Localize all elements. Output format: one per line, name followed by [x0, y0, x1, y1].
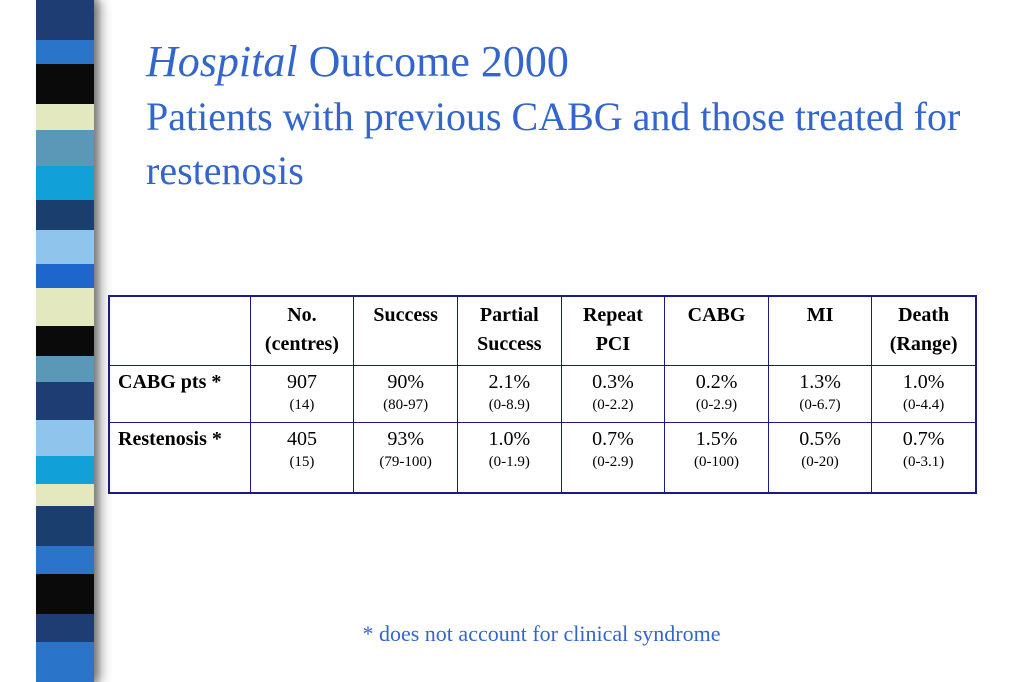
stripe-band	[36, 484, 94, 506]
stripe-band	[36, 200, 94, 230]
footnote: * does not account for clinical syndrome	[362, 621, 721, 646]
header-line1: Death	[898, 304, 950, 326]
row-label: Restenosis *	[108, 422, 251, 493]
table-row-cabg-pts: CABG pts * 907 (14) 90% (80-97) 2.1% (0-8.9…	[108, 365, 977, 423]
stripe-band	[36, 0, 94, 40]
slide-title: Hospital Outcome 2000 Patients with prev…	[146, 36, 1006, 198]
cell-success: 90% (80-97)	[353, 365, 458, 423]
header-line1: Success	[373, 304, 438, 326]
stripe-band	[36, 420, 94, 456]
cell-death: 0.7% (0-3.1)	[871, 422, 977, 493]
cell-value: 0.7%	[592, 428, 634, 450]
stripe-band	[36, 166, 94, 200]
title-rest: Outcome 2000	[297, 37, 569, 86]
stripe-shadow	[94, 0, 102, 682]
stripe-band	[36, 230, 94, 264]
stripe-band	[36, 288, 94, 326]
stripe-band	[36, 456, 94, 484]
cell-range: (0-2.9)	[592, 454, 634, 470]
cell-range: (14)	[289, 397, 315, 413]
header-cell-no-centres: No. (centres)	[249, 295, 355, 366]
cell-value: 907	[286, 371, 317, 393]
cell-no-centres: 907 (14)	[249, 365, 355, 423]
stripe-band	[36, 40, 94, 64]
stripe-band	[36, 614, 94, 642]
table-header-row: No. (centres) Success Partial Success Repe…	[108, 295, 977, 366]
cell-range: (0-8.9)	[488, 397, 530, 413]
cell-value: 0.5%	[799, 428, 841, 450]
header-line2: (Range)	[889, 333, 958, 355]
cell-range: (0-2.2)	[592, 397, 634, 413]
header-cell-blank	[108, 295, 251, 366]
cell-value: 1.0%	[902, 371, 945, 393]
header-cell-cabg: CABG	[664, 295, 769, 366]
cell-value: 90%	[387, 371, 424, 393]
header-line1: CABG	[687, 304, 746, 326]
cell-value: 1.3%	[799, 371, 841, 393]
cell-range: (0-100)	[694, 454, 740, 470]
cell-range: (80-97)	[383, 397, 429, 413]
cell-range: (0-20)	[801, 454, 839, 470]
header-line1: No.	[287, 304, 317, 326]
slide-subtitle: Patients with previous CABG and those tr…	[146, 94, 961, 193]
header-line1: Partial	[479, 304, 539, 326]
stripe-band	[36, 574, 94, 614]
header-cell-success: Success	[353, 295, 458, 366]
cell-repeat-pci: 0.7% (0-2.9)	[560, 422, 666, 493]
cell-range: (15)	[289, 454, 315, 470]
header-line2: (centres)	[264, 333, 339, 355]
stripe-band	[36, 64, 94, 104]
cell-value: 1.5%	[695, 428, 738, 450]
stripe-band	[36, 104, 94, 130]
cell-repeat-pci: 0.3% (0-2.2)	[560, 365, 666, 423]
cell-value: 0.2%	[695, 371, 738, 393]
title-line: Hospital Outcome 2000	[146, 36, 1006, 88]
cell-range: (0-2.9)	[695, 397, 738, 413]
cell-range: (0-4.4)	[902, 397, 945, 413]
stripe-band	[36, 642, 94, 682]
cell-range: (0-3.1)	[902, 454, 945, 470]
header-cell-repeat-pci: Repeat PCI	[560, 295, 666, 366]
cell-no-centres: 405 (15)	[249, 422, 355, 493]
cell-partial-success: 2.1% (0-8.9)	[456, 365, 562, 423]
stripe-band	[36, 326, 94, 356]
cell-value: 2.1%	[488, 371, 531, 393]
cell-death: 1.0% (0-4.4)	[871, 365, 977, 423]
stripe-band	[36, 264, 94, 288]
cell-partial-success: 1.0% (0-1.9)	[456, 422, 562, 493]
header-line2: PCI	[595, 333, 631, 355]
cell-cabg: 1.5% (0-100)	[664, 422, 769, 493]
stripe-band	[36, 356, 94, 382]
outcomes-table: No. (centres) Success Partial Success Repe…	[108, 295, 977, 494]
stripe-band	[36, 506, 94, 546]
cell-value: 0.3%	[592, 371, 634, 393]
cell-mi: 0.5% (0-20)	[767, 422, 873, 493]
stripe-band	[36, 130, 94, 166]
title-italic: Hospital	[146, 37, 298, 86]
cell-value: 1.0%	[488, 428, 531, 450]
decorative-stripe-bar	[36, 0, 94, 682]
cell-range: (0-1.9)	[488, 454, 530, 470]
header-line2: Success	[477, 333, 542, 355]
cell-mi: 1.3% (0-6.7)	[767, 365, 873, 423]
header-cell-death-range: Death (Range)	[871, 295, 977, 366]
table-row-restenosis: Restenosis * 405 (15) 93% (79-100) 1.0% (0-…	[108, 422, 977, 493]
cell-range: (0-6.7)	[799, 397, 841, 413]
cell-value: 405	[286, 428, 317, 450]
header-line1: MI	[806, 304, 834, 326]
cell-value: 93%	[387, 428, 424, 450]
row-label: CABG pts *	[108, 365, 251, 423]
cell-success: 93% (79-100)	[353, 422, 458, 493]
cell-value: 0.7%	[902, 428, 945, 450]
stripe-band	[36, 382, 94, 420]
stripe-band	[36, 546, 94, 574]
cell-range: (79-100)	[379, 454, 432, 470]
cell-cabg: 0.2% (0-2.9)	[664, 365, 769, 423]
header-cell-mi: MI	[767, 295, 873, 366]
header-line1: Repeat	[582, 304, 643, 326]
header-cell-partial-success: Partial Success	[456, 295, 562, 366]
